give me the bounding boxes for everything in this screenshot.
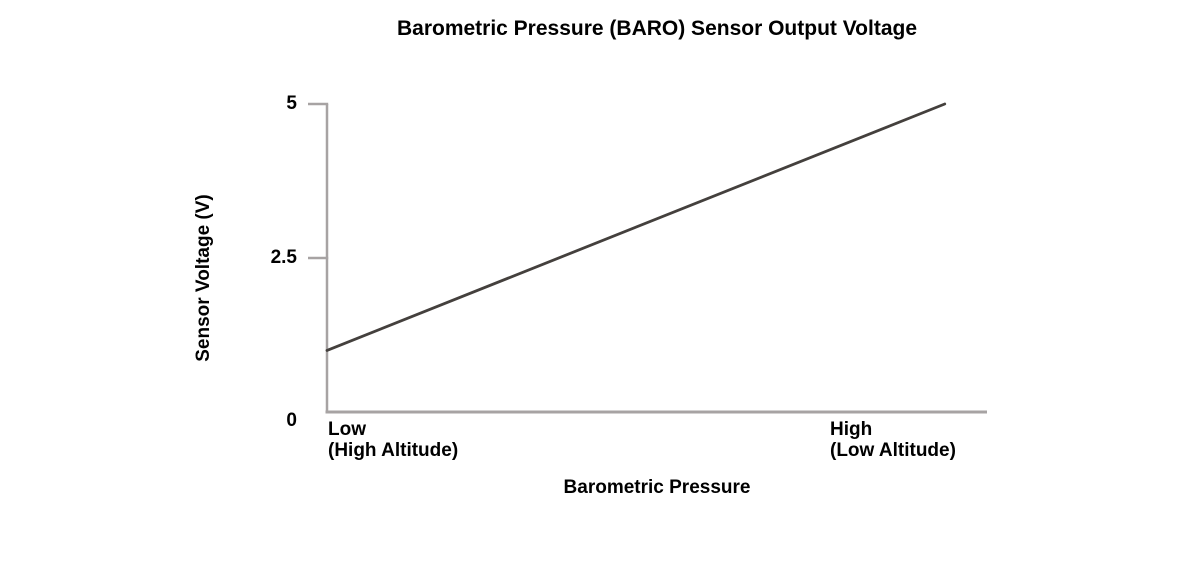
- y-tick-label-2-5: 2.5: [270, 247, 297, 268]
- data-line: [325, 102, 947, 352]
- x-tick-label-low: Low (High Altitude): [328, 419, 458, 461]
- x-tick-high-line2: (Low Altitude): [830, 440, 956, 461]
- y-tick-label-0: 0: [286, 410, 297, 431]
- y-axis-label: Sensor Voltage (V): [193, 194, 214, 362]
- y-tick-label-5: 5: [286, 93, 297, 114]
- x-tick-label-high: High (Low Altitude): [830, 419, 956, 461]
- chart-title: Barometric Pressure (BARO) Sensor Output…: [396, 17, 918, 40]
- x-tick-low-line1: Low: [328, 419, 366, 440]
- x-axis-label: Barometric Pressure: [563, 477, 751, 498]
- x-tick-low-line2: (High Altitude): [328, 440, 459, 461]
- x-tick-high-line1: High: [830, 419, 873, 440]
